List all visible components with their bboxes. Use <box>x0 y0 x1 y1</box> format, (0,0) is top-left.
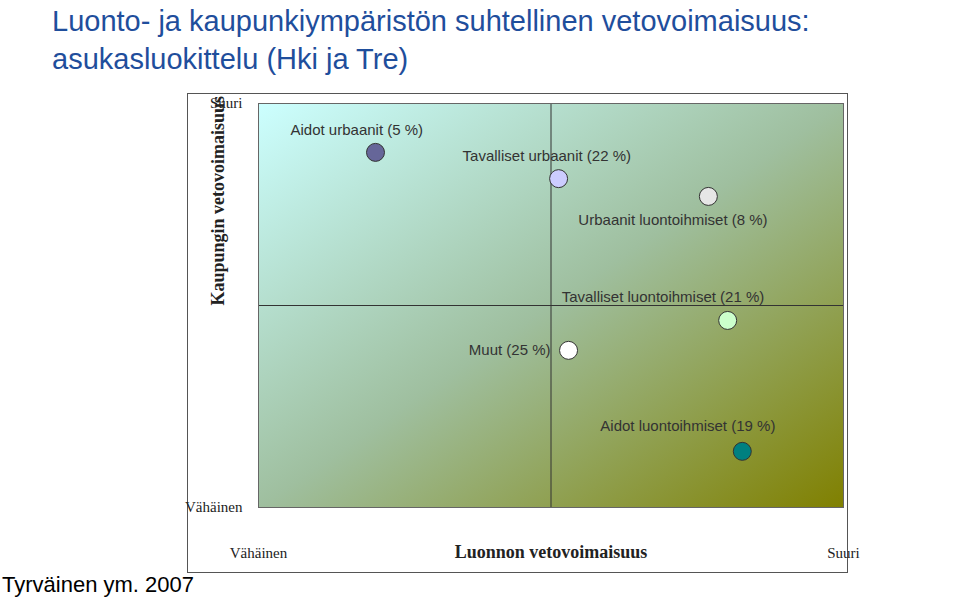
html-text:Luonto- ja kaupunkiympäristön: Luonto- ja kaupunkiympäristön suhtelline… <box>52 5 810 75</box>
svg-text:Vähäinen: Vähäinen <box>185 499 243 515</box>
svg-text:Vähäinen: Vähäinen <box>230 545 288 561</box>
svg-text:Aidot urbaanit (5 %): Aidot urbaanit (5 %) <box>291 121 424 138</box>
html-text:Tyrväinen ym. 2007: Tyrväinen ym. 2007 <box>2 572 194 597</box>
svg-text:Kaupungin vetovoimaisuus: Kaupungin vetovoimaisuus <box>208 96 228 306</box>
svg-text:Aidot luontoihmiset (19 %): Aidot luontoihmiset (19 %) <box>600 417 775 434</box>
svg-text:Muut (25 %): Muut (25 %) <box>469 341 551 358</box>
svg-text:Tavalliset luontoihmiset (21 %: Tavalliset luontoihmiset (21 %) <box>562 288 765 305</box>
svg-text:Urbaanit luontoihmiset (8 %): Urbaanit luontoihmiset (8 %) <box>578 211 767 228</box>
svg-text:Tavalliset urbaanit (22 %): Tavalliset urbaanit (22 %) <box>463 147 631 164</box>
svg-text:Luonnon vetovoimaisuus: Luonnon vetovoimaisuus <box>455 542 648 562</box>
svg-text:Suuri: Suuri <box>827 545 860 561</box>
